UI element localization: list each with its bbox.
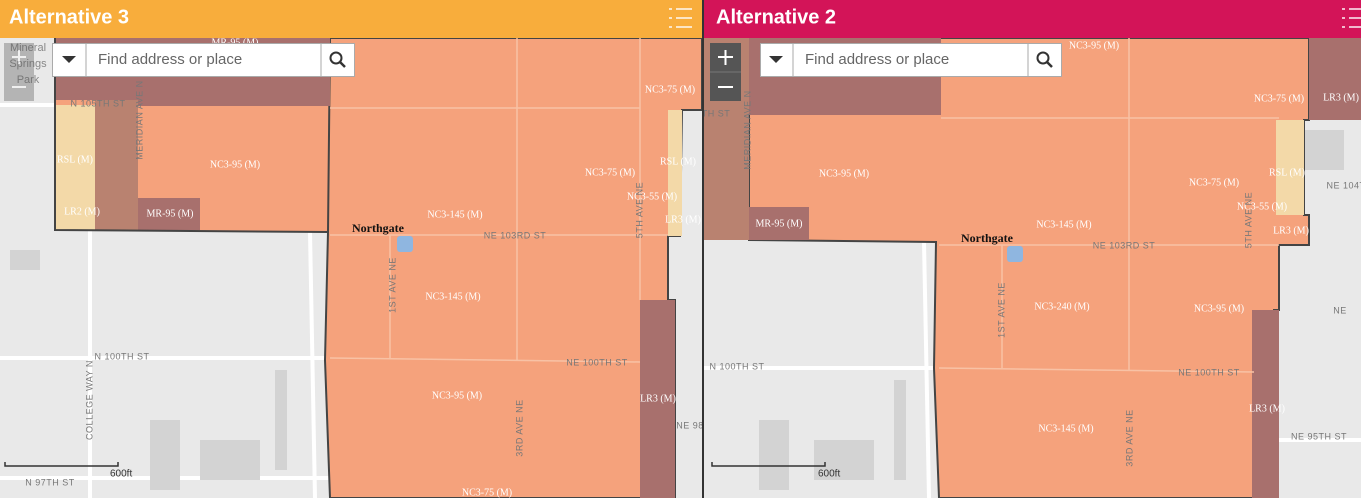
menu-icon[interactable] [669, 8, 692, 28]
transit-icon [1007, 246, 1023, 262]
park-label: Mineral [10, 42, 46, 54]
zone-label: NC3-75 (M) [585, 167, 635, 178]
street-label: N 100TH ST [709, 361, 764, 371]
zone-label: NC3-95 (M) [210, 159, 260, 170]
street-label: NE 100TH ST [566, 357, 628, 367]
zone-label: NC3-55 (M) [1237, 201, 1287, 212]
place-label: Northgate [352, 221, 405, 235]
zone-label: MR-95 (M) [212, 37, 259, 48]
park-label: Springs [9, 58, 47, 70]
zone-label: RSL (M) [660, 156, 696, 167]
zone-area [1252, 310, 1279, 498]
search-placeholder[interactable]: Find address or place [805, 51, 949, 68]
zone-label: NC3-145 (M) [1038, 423, 1093, 434]
parcel-lines [329, 38, 668, 363]
place-label: Northgate [961, 231, 1014, 245]
street-label: N 100TH ST [94, 351, 149, 361]
street-label: 5TH AVE NE [1243, 192, 1253, 248]
zone-label: LR3 (M) [640, 393, 676, 404]
zone-area [640, 300, 675, 498]
zone-label: NC3-240 (M) [1034, 301, 1089, 312]
street-label: 3RD AVE NE [1124, 409, 1134, 466]
search-box[interactable] [52, 43, 355, 77]
street-label: COLLEGE WAY N [84, 360, 94, 440]
zoom-control[interactable] [710, 43, 741, 101]
header [0, 0, 702, 38]
scale-label: 600ft [110, 469, 132, 480]
street-label: TH ST [704, 108, 730, 118]
zone-label: LR3 (M) [1249, 403, 1285, 414]
zone-label: NC3-95 (M) [432, 390, 482, 401]
zone-label: NC3-95 (M) [819, 168, 869, 179]
panel-title: Alternative 3 [9, 6, 129, 28]
parcel-lines [938, 38, 1279, 373]
boundary [54, 38, 329, 233]
zone-label: LR3 (M) [665, 214, 701, 225]
zoom-control[interactable] [4, 43, 34, 101]
street-label: MERIDIAN AVE N [742, 90, 752, 169]
map-panel: NC3-95 (M) NC3-75 (M) LR3 (M) TH ST MERIDIAN… [704, 0, 1361, 498]
zone-area [668, 110, 682, 236]
zone-label: LR2 (M) [64, 206, 100, 217]
zone-area [138, 198, 200, 230]
street-label: NE 103RD ST [1093, 240, 1156, 250]
header [704, 0, 1361, 38]
transit-icon [397, 236, 413, 252]
zone-label: LR3 (M) [1323, 92, 1359, 103]
search-box[interactable] [760, 43, 1062, 77]
zone-label: NC3-95 (M) [1194, 303, 1244, 314]
street-label: 1ST AVE NE [996, 282, 1006, 338]
zone-label: NC3-75 (M) [462, 487, 512, 498]
zone-label: NC3-95 (M) [1069, 40, 1119, 51]
zone-area [1309, 38, 1361, 120]
panel-title: Alternative 2 [716, 6, 836, 28]
zone-label: NC3-145 (M) [425, 291, 480, 302]
street-label: NE 104T [1326, 180, 1361, 190]
street-label: N 105TH ST [70, 98, 125, 108]
park-label: Park [17, 74, 40, 86]
scale-bar [4, 462, 119, 467]
street-label: 5TH AVE NE [634, 182, 644, 238]
zone-area [748, 37, 1310, 498]
street-label: NE 103RD ST [484, 230, 547, 240]
street-label: NE 95TH ST [1291, 431, 1347, 441]
zone-label: RSL (M) [57, 154, 93, 165]
map-panel: Mineral Springs Park MR-95 (M) N 105TH ST MER… [0, 0, 702, 498]
buildings [10, 250, 287, 490]
zone-label: NC3-75 (M) [1189, 177, 1239, 188]
zone-area [55, 105, 95, 230]
street-label: MERIDIAN AVE N [134, 80, 144, 159]
street-label: 3RD AVE NE [514, 399, 524, 456]
roads [704, 241, 1361, 498]
zone-label: RSL (M) [1269, 167, 1305, 178]
zone-area [95, 100, 138, 230]
search-placeholder[interactable]: Find address or place [98, 51, 242, 68]
zone-label: NC3-75 (M) [1254, 93, 1304, 104]
zone-label: NC3-55 (M) [627, 191, 677, 202]
zone-label: NC3-75 (M) [645, 84, 695, 95]
zone-label: MR-95 (M) [756, 218, 803, 229]
zone-label: NC3-145 (M) [427, 209, 482, 220]
zone-area [1276, 120, 1304, 215]
street-label: NE [1333, 305, 1347, 315]
street-label: NE 98 [676, 420, 702, 430]
zone-label: LR3 (M) [1273, 225, 1309, 236]
menu-icon[interactable] [1342, 8, 1361, 28]
zone-area [749, 207, 809, 240]
scale-label: 600ft [818, 469, 840, 480]
zone-label: MR-95 (M) [147, 208, 194, 219]
street-label: NE 100TH ST [1178, 367, 1240, 377]
zone-label: NC3-145 (M) [1036, 219, 1091, 230]
scale-bar [711, 462, 826, 467]
street-label: 1ST AVE NE [387, 257, 397, 313]
street-label: N 97TH ST [25, 477, 75, 487]
